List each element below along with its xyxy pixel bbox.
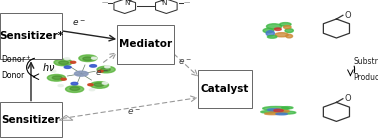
Circle shape (91, 57, 97, 59)
Circle shape (64, 66, 71, 68)
Text: $e^-$: $e^-$ (127, 107, 141, 117)
Circle shape (70, 61, 76, 63)
Ellipse shape (285, 29, 293, 33)
Ellipse shape (282, 107, 293, 109)
Circle shape (105, 66, 110, 68)
Circle shape (90, 65, 96, 67)
Ellipse shape (275, 33, 288, 37)
Ellipse shape (266, 24, 282, 29)
Text: N: N (162, 0, 167, 6)
Ellipse shape (268, 109, 280, 111)
FancyBboxPatch shape (0, 102, 62, 137)
Text: +: + (127, 0, 132, 3)
Circle shape (90, 82, 108, 88)
FancyBboxPatch shape (0, 13, 62, 59)
Circle shape (88, 84, 93, 86)
Text: Mediator: Mediator (119, 39, 172, 49)
Text: Donor$^+$: Donor$^+$ (1, 53, 31, 65)
Circle shape (64, 58, 70, 60)
Circle shape (79, 55, 97, 62)
Text: +: + (159, 0, 164, 3)
Ellipse shape (284, 26, 291, 29)
Text: N: N (124, 0, 129, 6)
Ellipse shape (275, 111, 296, 114)
Circle shape (83, 57, 93, 60)
Circle shape (94, 83, 104, 86)
Text: $e^-$: $e^-$ (72, 18, 85, 28)
FancyBboxPatch shape (198, 70, 252, 108)
Ellipse shape (261, 111, 276, 113)
Ellipse shape (267, 35, 277, 38)
Ellipse shape (263, 106, 289, 110)
Circle shape (74, 71, 88, 76)
Text: Sensitizer: Sensitizer (2, 115, 60, 125)
Text: $e^-$: $e^-$ (178, 57, 192, 67)
Text: O: O (344, 11, 351, 19)
Ellipse shape (274, 109, 284, 112)
Text: Catalyst: Catalyst (201, 84, 249, 94)
Text: Donor: Donor (1, 71, 25, 80)
FancyBboxPatch shape (117, 25, 174, 64)
Circle shape (58, 85, 64, 87)
Ellipse shape (270, 110, 289, 113)
Circle shape (101, 68, 110, 71)
Ellipse shape (286, 34, 293, 38)
Circle shape (54, 59, 72, 66)
Ellipse shape (280, 23, 291, 26)
Circle shape (98, 70, 103, 72)
Circle shape (97, 66, 115, 73)
Ellipse shape (276, 113, 287, 115)
Ellipse shape (263, 28, 274, 33)
Circle shape (65, 86, 84, 92)
Text: Substrate: Substrate (353, 57, 378, 66)
Circle shape (51, 70, 56, 72)
Circle shape (59, 61, 68, 64)
Text: —: — (102, 1, 108, 6)
Circle shape (52, 76, 62, 80)
Circle shape (70, 87, 80, 90)
Circle shape (89, 89, 94, 91)
Circle shape (71, 82, 78, 85)
Circle shape (47, 75, 65, 81)
Text: $h\nu$: $h\nu$ (42, 61, 56, 73)
Text: $e^-$: $e^-$ (95, 69, 109, 78)
Ellipse shape (274, 28, 281, 30)
Text: Product: Product (353, 73, 378, 82)
Circle shape (61, 78, 66, 80)
Text: —: — (183, 1, 189, 6)
Text: O: O (344, 94, 351, 103)
Text: Sensitizer*: Sensitizer* (0, 31, 63, 41)
Ellipse shape (266, 31, 274, 36)
Circle shape (102, 82, 108, 84)
Ellipse shape (265, 113, 280, 115)
